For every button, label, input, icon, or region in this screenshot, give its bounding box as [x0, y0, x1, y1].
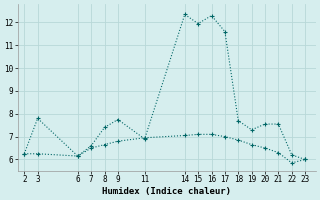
X-axis label: Humidex (Indice chaleur): Humidex (Indice chaleur)	[102, 187, 231, 196]
